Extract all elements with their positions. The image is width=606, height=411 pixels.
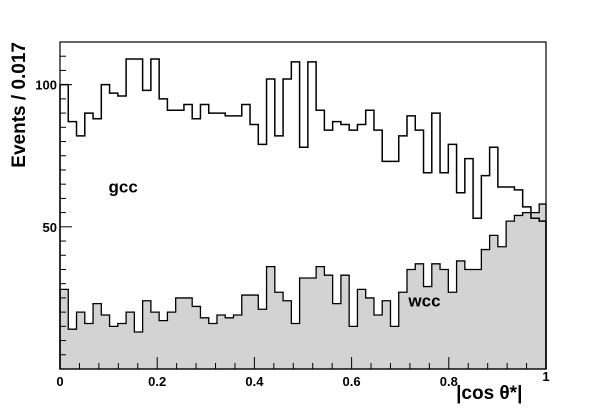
- x-tick-label: 0.4: [245, 374, 264, 389]
- axis-ticks: [59, 55, 547, 370]
- x-tick-label: 0: [56, 374, 63, 389]
- y-axis-label: Events / 0.017: [9, 42, 30, 168]
- gcc-series: [59, 58, 547, 369]
- x-tick-label: 0.6: [343, 374, 361, 389]
- axis-tick-labels: 0 0.2 0.4 0.6 0.8 1 50 100: [35, 78, 549, 389]
- x-tick-label: 0.8: [440, 374, 458, 389]
- x-tick-label: 1: [542, 369, 549, 384]
- gcc-histogram: [59, 58, 547, 369]
- x-tick-label: 0.2: [148, 374, 166, 389]
- wcc-histogram: [59, 203, 547, 370]
- wcc-series: [59, 203, 547, 370]
- gcc-label: gcc: [109, 178, 138, 197]
- y-tick-label: 50: [43, 220, 57, 235]
- plot-frame: [59, 41, 547, 370]
- y-tick-label: 100: [35, 78, 57, 93]
- wcc-label: wcc: [407, 291, 440, 310]
- x-axis-label: |cos θ*|: [456, 383, 522, 404]
